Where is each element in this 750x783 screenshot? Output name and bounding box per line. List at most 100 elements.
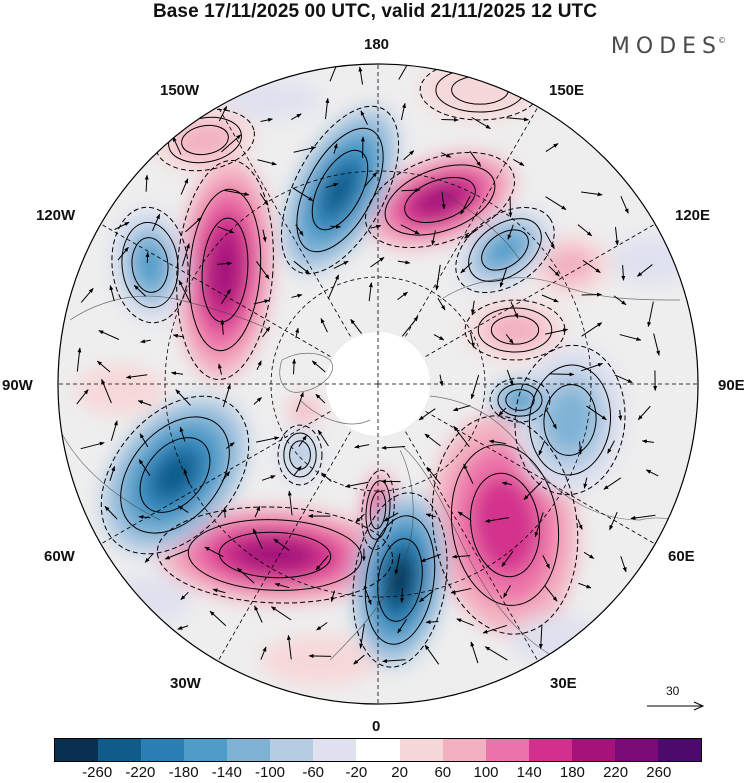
wind-vector: [262, 326, 271, 338]
wind-vector: [505, 333, 514, 344]
wind-vector: [550, 372, 575, 377]
wind-vector: [204, 546, 224, 558]
anomaly-shade: [208, 231, 242, 309]
wind-vector: [221, 288, 231, 304]
wind-vector: [221, 471, 231, 482]
height-contour: [187, 519, 363, 591]
wind-vector: [293, 465, 302, 476]
wind-vector: [488, 439, 507, 445]
colorbar-tick-label: 100: [473, 764, 499, 781]
anomaly-shade: [484, 311, 546, 349]
colorbar-swatch: [485, 739, 529, 761]
wind-vector: [125, 374, 148, 379]
wind-vector: [403, 150, 415, 161]
wind-vector: [325, 183, 339, 189]
wind-vector: [209, 610, 227, 627]
colorbar-tick-label: 20: [391, 764, 408, 781]
anomaly-shade: [75, 365, 165, 415]
height-contour: [364, 151, 516, 249]
wind-vector: [425, 513, 436, 518]
wind-vector: [252, 528, 263, 550]
colorbar-swatch: [442, 739, 486, 761]
wind-vector: [256, 261, 270, 280]
height-contour: [489, 377, 551, 423]
wind-vector: [400, 224, 420, 235]
colorbar-swatch: [227, 739, 271, 761]
wind-vector: [295, 327, 300, 339]
wind-vector: [603, 477, 622, 490]
wind-vector: [641, 439, 654, 444]
wind-vector: [548, 265, 560, 277]
wind-vector: [114, 221, 130, 230]
height-contour: [528, 364, 612, 476]
lon-label-180: 180: [364, 36, 390, 53]
wind-vector: [80, 287, 94, 303]
wind-vector: [139, 433, 149, 448]
wind-vector: [401, 188, 421, 193]
wind-vector: [270, 606, 292, 621]
wind-vector: [620, 556, 627, 573]
wind-vector: [620, 195, 629, 214]
wind-vector: [538, 440, 546, 456]
reference-vector-arrow: [647, 701, 705, 711]
wind-vector: [76, 389, 89, 405]
anomaly-shade: [487, 235, 523, 265]
wind-vector: [538, 625, 543, 650]
wind-vector: [431, 230, 436, 246]
wind-vector: [293, 260, 311, 275]
wind-vector: [637, 405, 651, 421]
wind-vector: [456, 618, 474, 627]
wind-vector: [582, 259, 601, 273]
wind-vector: [177, 505, 189, 514]
colorbar-tick-label: -220: [125, 764, 156, 781]
wind-vector: [546, 409, 557, 430]
wind-vector: [578, 582, 592, 589]
colorbar-swatch: [141, 739, 185, 761]
map-boundary: [57, 63, 699, 705]
wind-vector: [424, 433, 441, 447]
wind-vector: [145, 251, 150, 263]
wind-vector: [419, 590, 434, 603]
colorbar-tick-label: 60: [434, 764, 452, 781]
wind-vector: [179, 426, 186, 442]
colorbar-swatch: [399, 739, 443, 761]
wind-vector: [523, 481, 543, 500]
anomaly-shade: [153, 452, 197, 498]
wind-vector: [581, 322, 603, 337]
colorbar-tick-label: 180: [559, 764, 585, 781]
wind-vector: [506, 369, 514, 386]
wind-vector: [256, 436, 280, 443]
colorbar-swatch: [614, 739, 658, 761]
wind-vector: [441, 152, 452, 158]
height-contour: [384, 164, 496, 236]
wind-vector: [253, 299, 270, 305]
height-contour: [377, 538, 423, 622]
wind-vector: [636, 264, 653, 277]
wind-vector: [452, 405, 471, 412]
height-contour: [361, 469, 395, 551]
colorbar-ticks: -260 -220 -180 -140 -100 -60 -20 20 60 100 140 180 2…: [54, 764, 702, 782]
wind-vector: [400, 587, 405, 603]
wind-vector: [185, 217, 202, 233]
wind-vector: [256, 360, 262, 371]
wind-vector: [172, 333, 185, 338]
wind-vector: [578, 441, 583, 455]
wind-vector: [133, 285, 147, 297]
colorbar-tick-label: 220: [603, 764, 629, 781]
wind-vector: [180, 178, 189, 195]
wind-vector: [315, 555, 329, 571]
reference-vector-label: 30: [666, 684, 680, 698]
height-contour: [481, 229, 529, 271]
wind-vector: [137, 400, 152, 406]
wind-vector: [630, 514, 656, 520]
colorbar-tick-label: -60: [302, 764, 325, 781]
wind-vector: [117, 246, 129, 261]
wind-vector: [453, 425, 470, 448]
wind-vector: [368, 282, 373, 302]
wind-vector: [609, 511, 618, 531]
wind-vector: [350, 318, 362, 334]
wind-vector: [183, 468, 190, 485]
wind-vector: [353, 654, 365, 665]
meridian-line: [100, 411, 331, 545]
